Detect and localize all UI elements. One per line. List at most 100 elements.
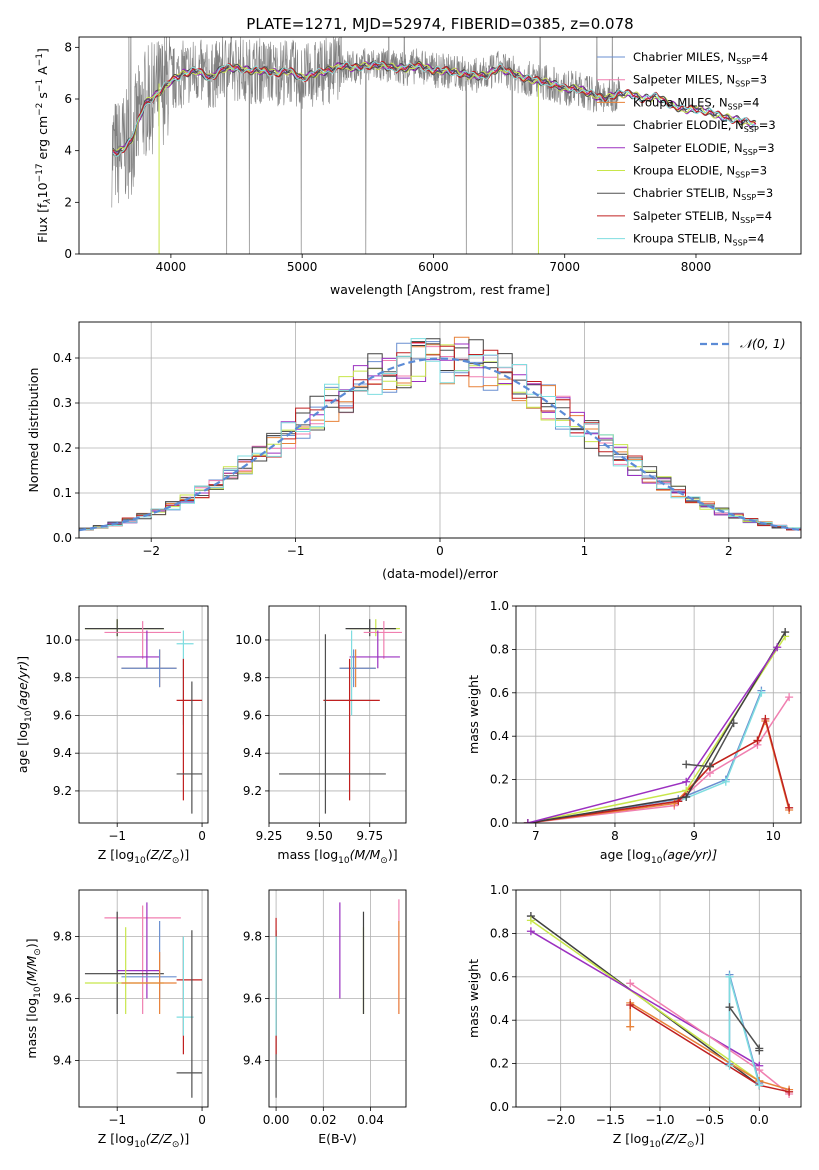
ylabel-part: )] — [24, 938, 39, 948]
mass_vs_Z-points — [84, 902, 203, 1098]
histogram-group — [79, 336, 801, 533]
legend-text: =4 — [755, 209, 772, 223]
legend-label-6: Chabrier STELIB, NSSP=3 — [633, 186, 773, 202]
legend-label-8: Kroupa STELIB, NSSP=4 — [633, 232, 764, 248]
y-tick-label: 0.0 — [490, 1100, 509, 1114]
y-tick-label: 0.2 — [53, 441, 72, 455]
series-marker — [755, 1081, 764, 1090]
age_vs_mass-xlabel: mass [log10(M/M⊙)] — [277, 847, 397, 866]
series-line-1 — [530, 919, 760, 1082]
xlabel-part: (age/yr)] — [662, 847, 717, 862]
massweight_vs_age-ylabel: mass weight — [466, 675, 481, 754]
ylabel-sub: λ — [43, 198, 53, 204]
y-tick-label: 9.4 — [243, 746, 262, 760]
legend-text: Salpeter MILES, N — [633, 73, 735, 87]
legend-sub: SSP — [740, 216, 755, 225]
legend-sub: SSP — [733, 239, 748, 248]
legend-label-0: Chabrier MILES, NSSP=4 — [633, 50, 768, 66]
legend-label-5: Kroupa ELODIE, NSSP=3 — [633, 164, 767, 180]
series-marker — [526, 927, 535, 936]
legend-label-7: Salpeter STELIB, NSSP=4 — [633, 209, 772, 225]
legend-text: Salpeter STELIB, N — [633, 209, 740, 223]
x-tick-label: −1 — [108, 1113, 126, 1127]
legend-sub: SSP — [736, 57, 751, 66]
ylabel-sub: 10 — [24, 710, 34, 722]
age_vs_mass-frame — [268, 605, 407, 824]
series-marker — [785, 693, 794, 702]
x-tick-label: −1 — [287, 544, 305, 558]
age_vs_Z-frame — [78, 605, 209, 824]
age_vs_Z-xlabel: Z [log10(Z/Z⊙)] — [98, 847, 189, 866]
age_vs_Z-axes: −1 0 9.2 9.4 9.6 9.8 10.0 — [45, 606, 208, 843]
legend-text: =3 — [750, 164, 767, 178]
xlabel-part: )] — [388, 847, 398, 862]
residuals-frame — [78, 321, 802, 539]
y-tick-label: 0.2 — [490, 1057, 509, 1071]
x-tick-label: 0.0 — [750, 1113, 769, 1127]
legend-sub: SSP — [743, 148, 758, 157]
x-tick-label: −2 — [142, 544, 160, 558]
legend-text: Chabrier ELODIE, N — [633, 118, 744, 132]
massweight_vs_Z-ylabel: mass weight — [466, 959, 481, 1038]
xlabel-part: (Z/Z — [146, 847, 173, 862]
legend-sub: SSP — [735, 171, 750, 180]
y-tick-label: 9.8 — [243, 930, 262, 944]
x-tick-label: 9.25 — [256, 829, 283, 843]
mass_vs_ebv-frame — [268, 889, 407, 1108]
residuals-ylabel: Normed distribution — [26, 368, 41, 493]
series-marker — [781, 628, 790, 637]
x-tick-label: −0.5 — [695, 1113, 724, 1127]
y-tick-label: 0.4 — [490, 1013, 509, 1027]
legend-text: =3 — [756, 186, 773, 200]
series-marker — [785, 803, 794, 812]
x-tick-label: 10 — [766, 829, 781, 843]
x-tick-label: 5000 — [287, 260, 318, 274]
y-tick-label: 9.4 — [53, 1054, 72, 1068]
xlabel-part: (Z/Z — [661, 1131, 688, 1146]
xlabel-part: )] — [179, 847, 189, 862]
normal-curve — [79, 357, 801, 532]
series-marker — [773, 643, 782, 652]
xlabel-sub: 10 — [338, 856, 350, 866]
x-tick-label: 9 — [690, 829, 698, 843]
ylabel-part: (age/yr) — [15, 661, 30, 711]
series-marker — [761, 714, 770, 723]
model-spectrum-6 — [112, 61, 757, 152]
mass_vs_ebv-points — [275, 899, 400, 1098]
x-tick-label: 9.75 — [356, 829, 383, 843]
ylabel-part: mass [log — [24, 998, 39, 1059]
y-tick-label: 10.0 — [45, 633, 72, 647]
series-marker — [626, 1022, 635, 1031]
x-tick-label: 6000 — [418, 260, 449, 274]
xlabel-part: Z [log — [98, 1131, 134, 1146]
xlabel-part: (Z/Z — [146, 1131, 173, 1146]
x-tick-label: 2 — [725, 544, 733, 558]
legend-text: =4 — [748, 232, 765, 246]
ylabel-part: A — [35, 66, 50, 79]
xlabel-sub: ⊙ — [172, 1140, 180, 1150]
mass_vs_Z-frame — [78, 889, 209, 1108]
residuals-xlabel: (data-model)/error — [382, 566, 499, 581]
series-marker — [523, 819, 532, 823]
xlabel-part: (M/M — [350, 847, 381, 862]
series-marker — [755, 1046, 764, 1055]
mass_vs_ebv-xlabel: E(B-V) — [318, 1131, 357, 1146]
y-tick-label: 0.0 — [53, 531, 72, 545]
massweight_vs_Z-lines — [526, 912, 794, 1098]
massweight_vs_Z-xlabel: Z [log10(Z/Z⊙)] — [613, 1131, 704, 1150]
series-marker — [705, 762, 714, 771]
series-marker — [682, 792, 691, 801]
x-tick-label: 0 — [198, 1113, 206, 1127]
xlabel-sub: 10 — [134, 856, 146, 866]
x-tick-label: 4000 — [156, 260, 187, 274]
legend-label-2: Kroupa MILES, NSSP=4 — [633, 95, 759, 111]
series-line-4 — [629, 1001, 790, 1091]
legend-text: Salpeter ELODIE, N — [633, 141, 743, 155]
y-tick-label: 0 — [64, 247, 72, 261]
y-tick-label: 1.0 — [490, 599, 509, 613]
spectrum-xlabel: wavelength [Angstrom, rest frame] — [330, 282, 550, 297]
series-marker — [626, 979, 635, 988]
series-marker — [729, 719, 738, 728]
legend-text: =4 — [743, 95, 760, 109]
